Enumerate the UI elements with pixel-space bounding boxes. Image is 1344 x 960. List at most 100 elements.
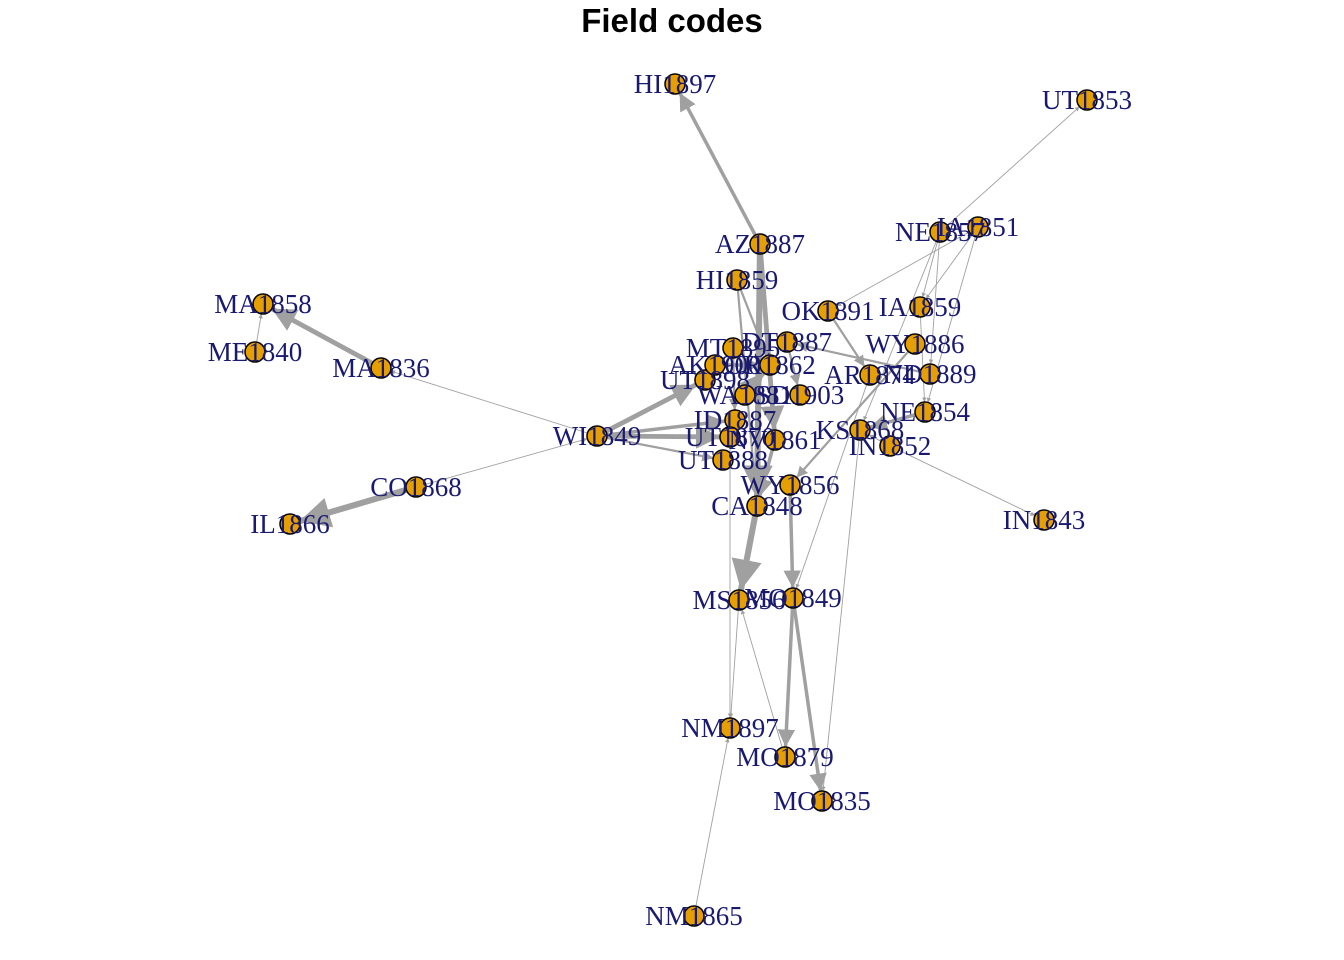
node-label-ma1858: MA1858 — [214, 289, 312, 319]
node-label-sd1903: SD1903 — [756, 380, 845, 410]
node-wi1849 — [586, 425, 608, 447]
node-label-ms1856: MS1856 — [692, 585, 785, 615]
node-ar1874 — [859, 364, 881, 386]
node-dt1887 — [776, 331, 798, 353]
node-label-nm1897: NM1897 — [681, 713, 779, 743]
node-ks1868 — [849, 419, 871, 441]
node-label-co1868: CO1868 — [370, 472, 462, 502]
edge-nd1889-dt1887 — [796, 341, 921, 373]
edge-mo1849-mo1835 — [792, 607, 827, 792]
edge-ne1857-ut1853 — [947, 106, 1080, 226]
node-hi1897 — [664, 73, 686, 95]
node-label-hi1859: HI1859 — [696, 265, 779, 295]
edge-wy1856-mo1849 — [783, 494, 802, 589]
node-label-ks1868: KS1868 — [816, 415, 905, 445]
node-in1843 — [1033, 509, 1055, 531]
node-mt1895 — [722, 337, 744, 359]
node-label-mt1895: MT1895 — [686, 333, 781, 363]
node-label-ia1851: IA1851 — [937, 212, 1020, 242]
node-label-ia1859: IA1859 — [879, 292, 962, 322]
node-label-hi1897: HI1897 — [634, 69, 717, 99]
node-label-mo1835: MO1835 — [773, 786, 871, 816]
node-label-wy1856: WY1856 — [741, 470, 840, 500]
node-label-ut1888: UT1888 — [678, 445, 768, 475]
node-label-ca1848: CA1848 — [711, 491, 803, 521]
edge-me1840-ma1858 — [256, 313, 263, 343]
edge-ia1859-ne1854 — [920, 316, 927, 403]
node-label-wy1886: WY1886 — [866, 329, 965, 359]
node-ut1898 — [694, 369, 716, 391]
edge-wy1886-wy1856 — [795, 350, 910, 479]
edges-layer — [256, 92, 1080, 907]
node-ut1870 — [719, 426, 741, 448]
node-ma1836 — [370, 357, 392, 379]
node-mo1879 — [774, 746, 796, 768]
node-ia1859 — [909, 296, 931, 318]
edge-ne1857-nd1889 — [928, 241, 940, 365]
edge-ne1857-ks1868 — [863, 241, 937, 421]
node-label-ut1898: UT1898 — [660, 365, 750, 395]
node-ca1848 — [746, 495, 768, 517]
edge-az1887-hi1897 — [678, 92, 757, 236]
edge-ks1868-mo1835 — [821, 439, 860, 792]
node-label-ma1836: MA1836 — [332, 353, 430, 383]
node-ne1857 — [929, 221, 951, 243]
edge-wi1849-ut1870 — [606, 424, 721, 449]
edge-az1887-nv1861 — [758, 253, 785, 431]
edge-ar1874-mo1849 — [795, 384, 868, 589]
edge-ca1848-ms1856 — [731, 515, 762, 591]
node-label-in1852: IN1852 — [849, 431, 932, 461]
edge-co1868-wi1849 — [425, 437, 588, 485]
edge-nm1865-nm1897 — [695, 737, 730, 907]
node-label-ut1853: UT1853 — [1042, 85, 1132, 115]
node-ms1856 — [728, 589, 750, 611]
node-ak1900 — [704, 354, 726, 376]
node-label-ar1874: AR1874 — [824, 360, 916, 390]
node-label-id1887: ID1887 — [694, 405, 777, 435]
node-label-ne1857: NE1857 — [895, 217, 985, 247]
node-ut1888 — [712, 449, 734, 471]
edge-wi1849-ut1888 — [606, 436, 714, 462]
node-label-in1843: IN1843 — [1003, 505, 1086, 535]
node-mo1849 — [782, 587, 804, 609]
node-az1887 — [749, 233, 771, 255]
chart-title: Field codes — [581, 2, 763, 39]
edge-ne1854-ks1868 — [869, 412, 916, 432]
node-co1868 — [405, 476, 427, 498]
node-label-wa1881: WA1881 — [697, 380, 793, 410]
node-label-il1866: IL1866 — [250, 509, 329, 539]
edge-wi1849-ut1898 — [604, 382, 698, 434]
edge-ma1836-ma1858 — [270, 306, 374, 366]
node-nv1861 — [764, 429, 786, 451]
node-label-wi1849: WI1849 — [553, 421, 641, 451]
node-ne1854 — [914, 401, 936, 423]
node-hi1859 — [726, 269, 748, 291]
node-in1852 — [879, 435, 901, 457]
node-wa1881 — [734, 384, 756, 406]
node-or1862 — [759, 354, 781, 376]
node-label-nv1861: NV1861 — [729, 425, 822, 455]
edge-in1852-ks1868 — [868, 434, 882, 442]
node-label-ok1891: OK1891 — [782, 296, 875, 326]
node-label-or1862: OR1862 — [724, 350, 816, 380]
node-ut1853 — [1076, 89, 1098, 111]
edge-wi1849-ma1836 — [390, 370, 588, 434]
node-label-ne1854: NE1854 — [880, 397, 970, 427]
node-label-nm1865: NM1865 — [645, 901, 743, 931]
node-il1866 — [279, 513, 301, 535]
edge-dt1887-sd1903 — [788, 351, 801, 386]
node-nm1865 — [683, 905, 705, 927]
node-label-mo1879: MO1879 — [736, 742, 834, 772]
edge-hi1859-or1862 — [739, 288, 768, 357]
edge-co1868-il1866 — [298, 486, 408, 528]
edge-mo1879-ms1856 — [740, 609, 783, 748]
edge-ia1851-ok1891 — [836, 231, 970, 307]
node-ma1858 — [252, 293, 274, 315]
nodes-layer — [244, 73, 1098, 927]
node-ia1851 — [967, 216, 989, 238]
node-wy1856 — [779, 474, 801, 496]
node-label-ak1900: AK1900 — [669, 350, 762, 380]
node-label-az1887: AZ1887 — [715, 229, 805, 259]
